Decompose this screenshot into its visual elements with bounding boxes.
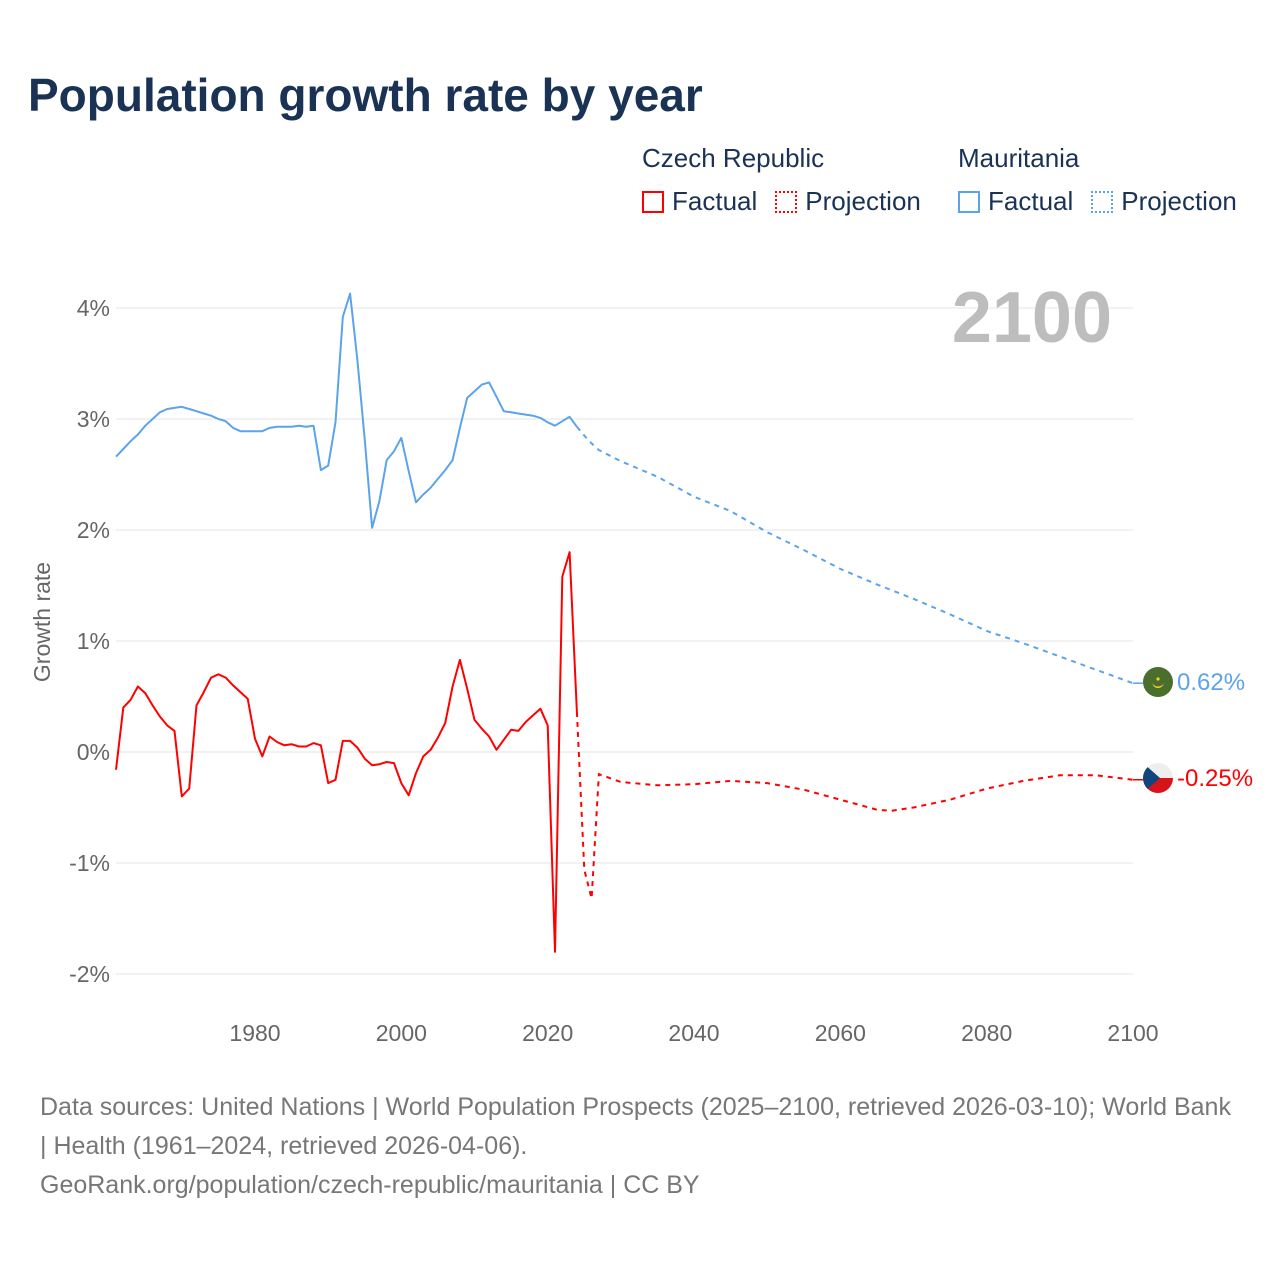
x-tick-label: 2080 [961, 1020, 1012, 1046]
legend-mauritania: Mauritania Factual Projection [958, 143, 1237, 217]
footer-sources: Data sources: United Nations | World Pop… [40, 1093, 1231, 1160]
x-tick-label: 2100 [1107, 1020, 1158, 1046]
footer-link[interactable]: GeoRank.org/population/czech-republic/ma… [40, 1171, 700, 1199]
y-tick-label: 1% [77, 628, 110, 654]
x-tick-label: 2060 [815, 1020, 866, 1046]
legend-swatch-mauritania-projection [1091, 190, 1114, 213]
y-tick-label: -2% [69, 961, 110, 987]
y-tick-label: 3% [77, 406, 110, 432]
czech-end-label: -0.25% [1177, 765, 1253, 792]
mauritania-factual-line [115, 292, 578, 529]
legend-swatch-czech-factual [642, 190, 664, 213]
legend-swatch-mauritania-factual [958, 190, 980, 213]
mauritania-projection-line [576, 426, 1134, 685]
legend-czech-name: Czech Republic [642, 143, 825, 173]
y-tick-label: 2% [77, 517, 110, 543]
x-tick-label: 2020 [522, 1020, 573, 1046]
footer: Data sources: United Nations | World Pop… [40, 1088, 1240, 1205]
legend-mauritania-name: Mauritania [958, 143, 1080, 173]
y-tick-label: 0% [77, 739, 110, 765]
legend-mauritania-projection[interactable]: Projection [1121, 186, 1237, 216]
x-tick-label: 2000 [376, 1020, 427, 1046]
mauritania-flag-icon [1143, 667, 1173, 697]
legend-czech: Czech Republic Factual Projection [642, 143, 939, 217]
chart-plot: -2% -1% 0% 1% 2% 3% 4% 1980 2000 2020 2040 2060 2080… [29, 278, 1253, 1046]
y-axis-label: Growth rate [29, 562, 55, 682]
year-watermark: 2100 [952, 278, 1112, 358]
czech-republic-projection-line [575, 711, 1134, 899]
chart-title: Population growth rate by year [28, 69, 703, 121]
legend-swatch-czech-projection [775, 190, 798, 213]
czech-flag-icon [1143, 763, 1173, 793]
y-tick-label: 4% [77, 295, 110, 321]
x-tick-label: 1980 [229, 1020, 280, 1046]
legend-mauritania-factual[interactable]: Factual [988, 186, 1074, 216]
legend-czech-projection[interactable]: Projection [805, 186, 921, 216]
czech-republic-factual-line [115, 551, 578, 953]
legend-czech-factual[interactable]: Factual [672, 186, 758, 216]
mauritania-end-label: 0.62% [1177, 669, 1245, 696]
y-tick-label: -1% [69, 850, 110, 876]
x-tick-label: 2040 [668, 1020, 719, 1046]
